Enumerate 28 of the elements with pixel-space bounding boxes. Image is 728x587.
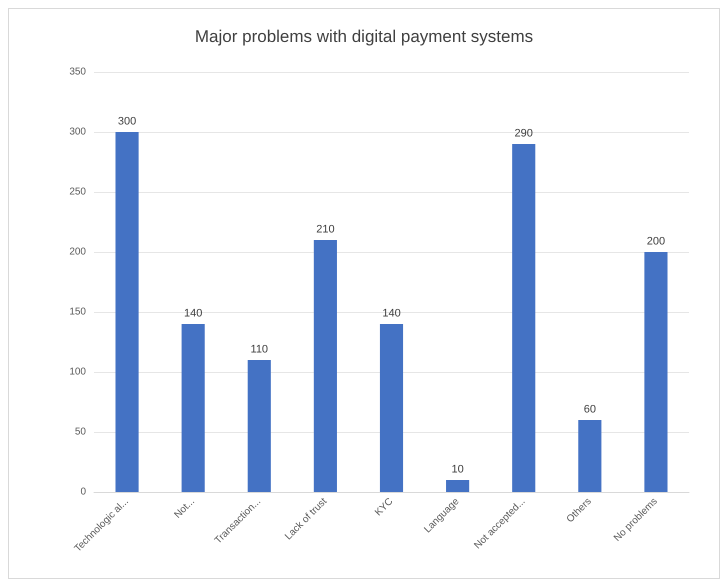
y-tick-label: 50 <box>74 426 86 438</box>
bar <box>446 480 470 492</box>
bar <box>248 360 271 492</box>
bar <box>578 420 602 492</box>
bar <box>380 324 404 492</box>
data-label: 140 <box>382 308 401 320</box>
data-label: 110 <box>250 344 268 356</box>
data-label: 140 <box>184 308 202 320</box>
y-tick-label: 200 <box>69 246 86 258</box>
y-tick-label: 250 <box>69 186 86 198</box>
bar <box>512 144 536 492</box>
bar <box>314 240 337 492</box>
bar <box>182 324 205 492</box>
bar <box>644 252 668 492</box>
data-label: 60 <box>584 404 596 416</box>
y-tick-label: 300 <box>69 126 86 138</box>
y-tick-label: 150 <box>69 306 86 318</box>
chart-title: Major problems with digital payment systems <box>194 27 534 46</box>
data-label: 200 <box>646 236 666 248</box>
x-tick-label: Not... <box>172 496 198 521</box>
y-tick-label: 350 <box>69 66 86 78</box>
data-label: 300 <box>118 116 136 128</box>
data-label: 10 <box>451 464 464 476</box>
y-tick-label: 0 <box>80 486 86 498</box>
bar <box>115 132 139 492</box>
y-tick-label: 100 <box>69 366 86 378</box>
data-label: 210 <box>316 224 335 236</box>
data-label: 290 <box>514 128 533 140</box>
